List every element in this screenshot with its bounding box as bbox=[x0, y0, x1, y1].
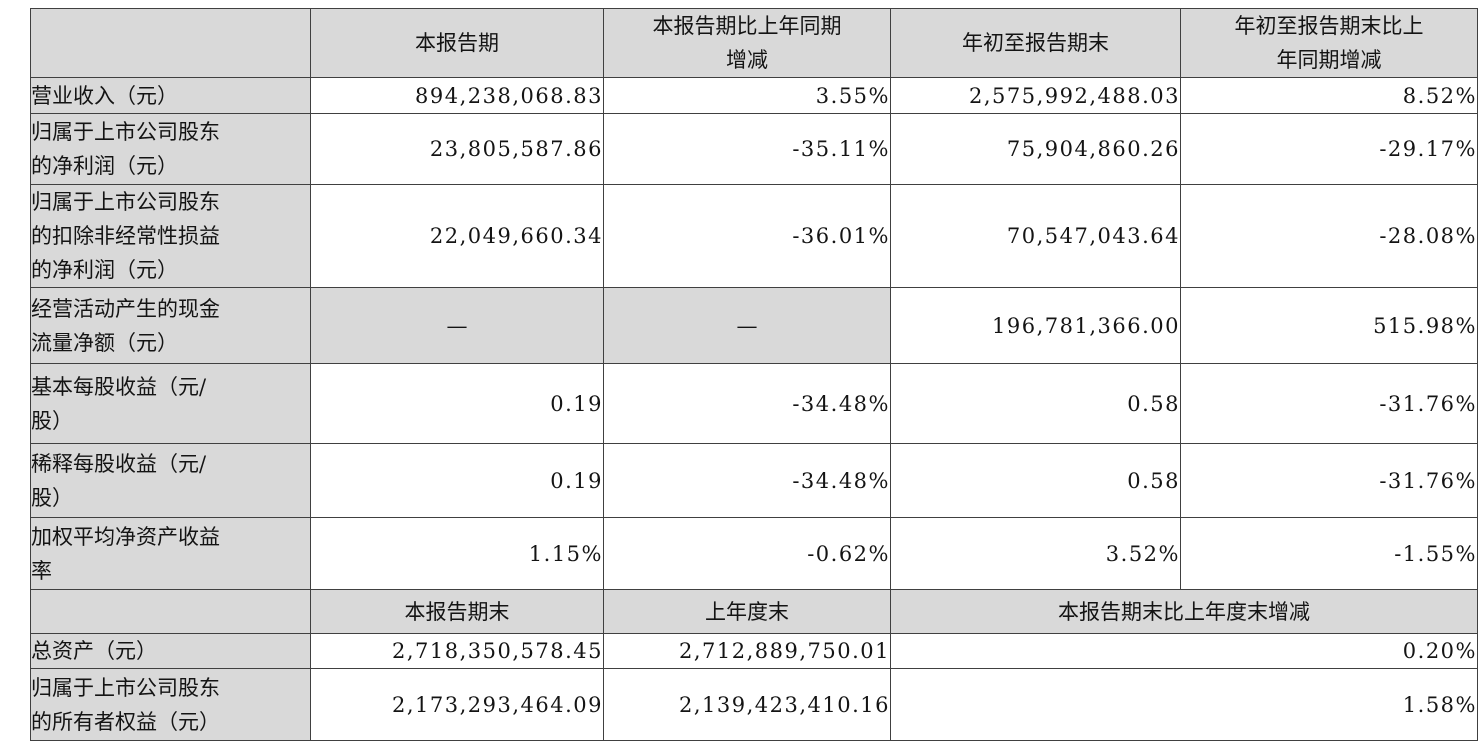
header-year-to-date: 年初至报告期末 bbox=[890, 8, 1181, 78]
cell-current-yoy: -34.48% bbox=[603, 443, 891, 518]
row-label: 加权平均净资产收益 率 bbox=[30, 517, 311, 590]
header-prior-year-end: 上年度末 bbox=[603, 589, 891, 634]
cell-current: 23,805,587.86 bbox=[310, 113, 604, 185]
cell-current-yoy: -34.48% bbox=[603, 363, 891, 444]
row-label: 稀释每股收益（元/ 股） bbox=[30, 443, 311, 518]
header-current-period: 本报告期 bbox=[310, 8, 604, 78]
cell-prior-year-end: 2,139,423,410.16 bbox=[603, 668, 891, 741]
cell-ytd: 2,575,992,488.03 bbox=[890, 77, 1181, 114]
header-empty-corner bbox=[30, 8, 311, 78]
cell-change: 0.20% bbox=[890, 633, 1478, 669]
cell-current-yoy: -35.11% bbox=[603, 113, 891, 185]
row-label: 归属于上市公司股东 的所有者权益（元） bbox=[30, 668, 311, 741]
cell-ytd: 70,547,043.64 bbox=[890, 184, 1181, 288]
table-row-owners-equity: 归属于上市公司股东 的所有者权益（元） 2,173,293,464.09 2,1… bbox=[30, 668, 1478, 741]
table-row-net-profit-excl-nonrecurring: 归属于上市公司股东 的扣除非经常性损益 的净利润（元） 22,049,660.3… bbox=[30, 184, 1478, 288]
table-row-weighted-avg-roe: 加权平均净资产收益 率 1.15% -0.62% 3.52% -1.55% bbox=[30, 517, 1478, 590]
cell-ytd-yoy: -31.76% bbox=[1180, 363, 1478, 444]
header-current-period-yoy: 本报告期比上年同期 增减 bbox=[603, 8, 891, 78]
period-header-row: 本报告期 本报告期比上年同期 增减 年初至报告期末 年初至报告期末比上 年同期增… bbox=[30, 8, 1478, 78]
cell-ytd-yoy: 8.52% bbox=[1180, 77, 1478, 114]
cell-prior-year-end: 2,712,889,750.01 bbox=[603, 633, 891, 669]
cell-period-end: 2,718,350,578.45 bbox=[310, 633, 604, 669]
row-label: 归属于上市公司股东 的净利润（元） bbox=[30, 113, 311, 185]
position-header-row: 本报告期末 上年度末 本报告期末比上年度末增减 bbox=[30, 589, 1478, 634]
cell-ytd: 0.58 bbox=[890, 363, 1181, 444]
cell-current: 22,049,660.34 bbox=[310, 184, 604, 288]
cell-current: 1.15% bbox=[310, 517, 604, 590]
quarterly-financials-table: 本报告期 本报告期比上年同期 增减 年初至报告期末 年初至报告期末比上 年同期增… bbox=[30, 8, 1478, 741]
cell-current: 0.19 bbox=[310, 363, 604, 444]
table-row-total-assets: 总资产（元） 2,718,350,578.45 2,712,889,750.01… bbox=[30, 633, 1478, 669]
cell-ytd-yoy: -1.55% bbox=[1180, 517, 1478, 590]
row-label: 总资产（元） bbox=[30, 633, 311, 669]
cell-ytd-yoy: 515.98% bbox=[1180, 287, 1478, 364]
cell-current-dash: — bbox=[310, 287, 604, 364]
cell-ytd: 3.52% bbox=[890, 517, 1181, 590]
header-period-end-change: 本报告期末比上年度末增减 bbox=[890, 589, 1478, 634]
cell-period-end: 2,173,293,464.09 bbox=[310, 668, 604, 741]
cell-current-yoy: -0.62% bbox=[603, 517, 891, 590]
cell-current: 894,238,068.83 bbox=[310, 77, 604, 114]
table-row-diluted-eps: 稀释每股收益（元/ 股） 0.19 -34.48% 0.58 -31.76% bbox=[30, 443, 1478, 518]
row-label: 归属于上市公司股东 的扣除非经常性损益 的净利润（元） bbox=[30, 184, 311, 288]
cell-change: 1.58% bbox=[890, 668, 1478, 741]
cell-ytd-yoy: -28.08% bbox=[1180, 184, 1478, 288]
table-row-basic-eps: 基本每股收益（元/ 股） 0.19 -34.48% 0.58 -31.76% bbox=[30, 363, 1478, 444]
row-label: 营业收入（元） bbox=[30, 77, 311, 114]
cell-ytd: 0.58 bbox=[890, 443, 1181, 518]
cell-ytd: 75,904,860.26 bbox=[890, 113, 1181, 185]
table-row-operating-cash-flow: 经营活动产生的现金 流量净额（元） — — 196,781,366.00 515… bbox=[30, 287, 1478, 364]
table-row-net-profit: 归属于上市公司股东 的净利润（元） 23,805,587.86 -35.11% … bbox=[30, 113, 1478, 185]
table-row-operating-revenue: 营业收入（元） 894,238,068.83 3.55% 2,575,992,4… bbox=[30, 77, 1478, 114]
header-period-end: 本报告期末 bbox=[310, 589, 604, 634]
row-label: 经营活动产生的现金 流量净额（元） bbox=[30, 287, 311, 364]
row-label: 基本每股收益（元/ 股） bbox=[30, 363, 311, 444]
cell-current-yoy: 3.55% bbox=[603, 77, 891, 114]
cell-ytd-yoy: -31.76% bbox=[1180, 443, 1478, 518]
cell-ytd: 196,781,366.00 bbox=[890, 287, 1181, 364]
header-year-to-date-yoy: 年初至报告期末比上 年同期增减 bbox=[1180, 8, 1478, 78]
header-empty-corner bbox=[30, 589, 311, 634]
cell-current-yoy: -36.01% bbox=[603, 184, 891, 288]
cell-ytd-yoy: -29.17% bbox=[1180, 113, 1478, 185]
cell-current-yoy-dash: — bbox=[603, 287, 891, 364]
cell-current: 0.19 bbox=[310, 443, 604, 518]
